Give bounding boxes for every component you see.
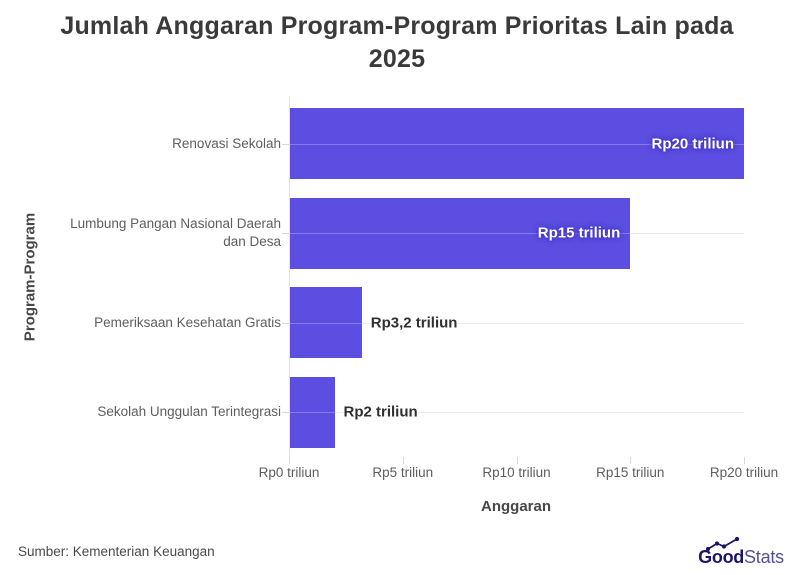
bar-value-label: Rp15 triliun [537, 224, 621, 242]
x-tick-mark [630, 457, 632, 464]
goodstats-logo: GoodStats [698, 536, 784, 566]
bar-value-label: Rp2 triliun [343, 403, 418, 421]
bar [289, 376, 335, 448]
category-label: Renovasi Sekolah [172, 135, 281, 151]
category-label: Lumbung Pangan Nasional Daerah dan Desa [70, 216, 281, 250]
category-tick-mark [282, 233, 289, 235]
bar [289, 108, 744, 180]
category-label: Sekolah Unggulan Terintegrasi [97, 404, 281, 420]
x-tick-label: Rp15 triliun [596, 465, 665, 480]
x-tick-label: Rp20 triliun [709, 465, 779, 480]
category-tick-mark [282, 412, 289, 414]
source-text: Sumber: Kementerian Keuangan [18, 544, 215, 559]
bar-value-label: Rp20 triliun [651, 135, 734, 153]
chart-title: Jumlah Anggaran Program-Program Priorita… [60, 12, 734, 73]
x-tick-mark [744, 457, 745, 464]
bar-midline [289, 143, 744, 145]
logo-trend-icon [706, 536, 740, 552]
bar-midline [289, 233, 631, 235]
x-tick-mark [402, 457, 404, 464]
logo-text-bold: Good [698, 547, 744, 567]
category-gridline [289, 412, 744, 414]
bar-midline [289, 322, 362, 324]
x-tick-label: Rp5 triliun [372, 465, 434, 480]
x-tick-mark [289, 457, 290, 464]
logo-text-light: Stats [743, 547, 784, 567]
bar-value-label: Rp3,2 triliun [370, 314, 458, 332]
category-label: Pemeriksaan Kesehatan Gratis [94, 314, 281, 330]
bar-midline [289, 412, 335, 414]
x-axis-title: Anggaran [480, 498, 552, 515]
x-tick-mark [516, 457, 518, 464]
category-tick-mark [282, 143, 289, 145]
x-tick-label: Rp10 triliun [482, 465, 551, 480]
bar [289, 197, 631, 269]
x-tick-label: Rp0 triliun [258, 465, 320, 480]
zero-line [289, 97, 290, 463]
bar [289, 287, 362, 359]
category-tick-mark [282, 322, 289, 324]
logo-text: GoodStats [698, 536, 784, 567]
category-gridline [289, 322, 744, 324]
